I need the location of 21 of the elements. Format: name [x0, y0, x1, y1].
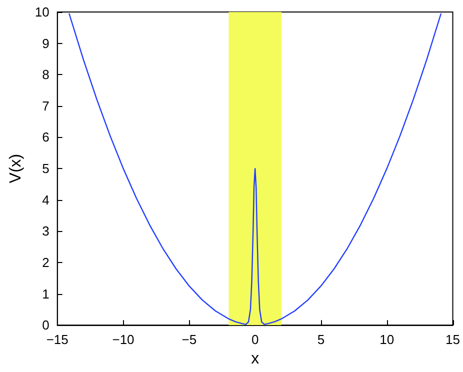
y-tick-label: 6 — [42, 130, 50, 145]
x-tick-label: 0 — [251, 332, 259, 348]
x-tick-label: −15 — [46, 332, 68, 348]
y-tick-label: 1 — [42, 286, 50, 302]
y-tick-label: 3 — [42, 224, 50, 239]
y-tick-label: 7 — [42, 98, 50, 114]
x-tick-label: 5 — [317, 332, 325, 348]
y-tick-label: 2 — [42, 254, 50, 270]
y-tick-label: 9 — [42, 36, 50, 51]
y-tick-label: 8 — [42, 67, 50, 82]
y-tick-label: 5 — [42, 161, 50, 176]
x-tick-label: −5 — [182, 332, 197, 348]
x-tick-label: 15 — [446, 332, 460, 348]
x-axis-title: x — [251, 350, 260, 368]
y-tick-label: 4 — [42, 192, 50, 208]
x-tick-label: 10 — [380, 332, 394, 348]
y-tick-label: 10 — [34, 4, 50, 20]
line-series — [68, 13, 442, 326]
y-axis-title: V(x) — [8, 154, 24, 184]
x-tick-label: −10 — [112, 332, 134, 348]
y-tick-label: 0 — [42, 318, 50, 333]
